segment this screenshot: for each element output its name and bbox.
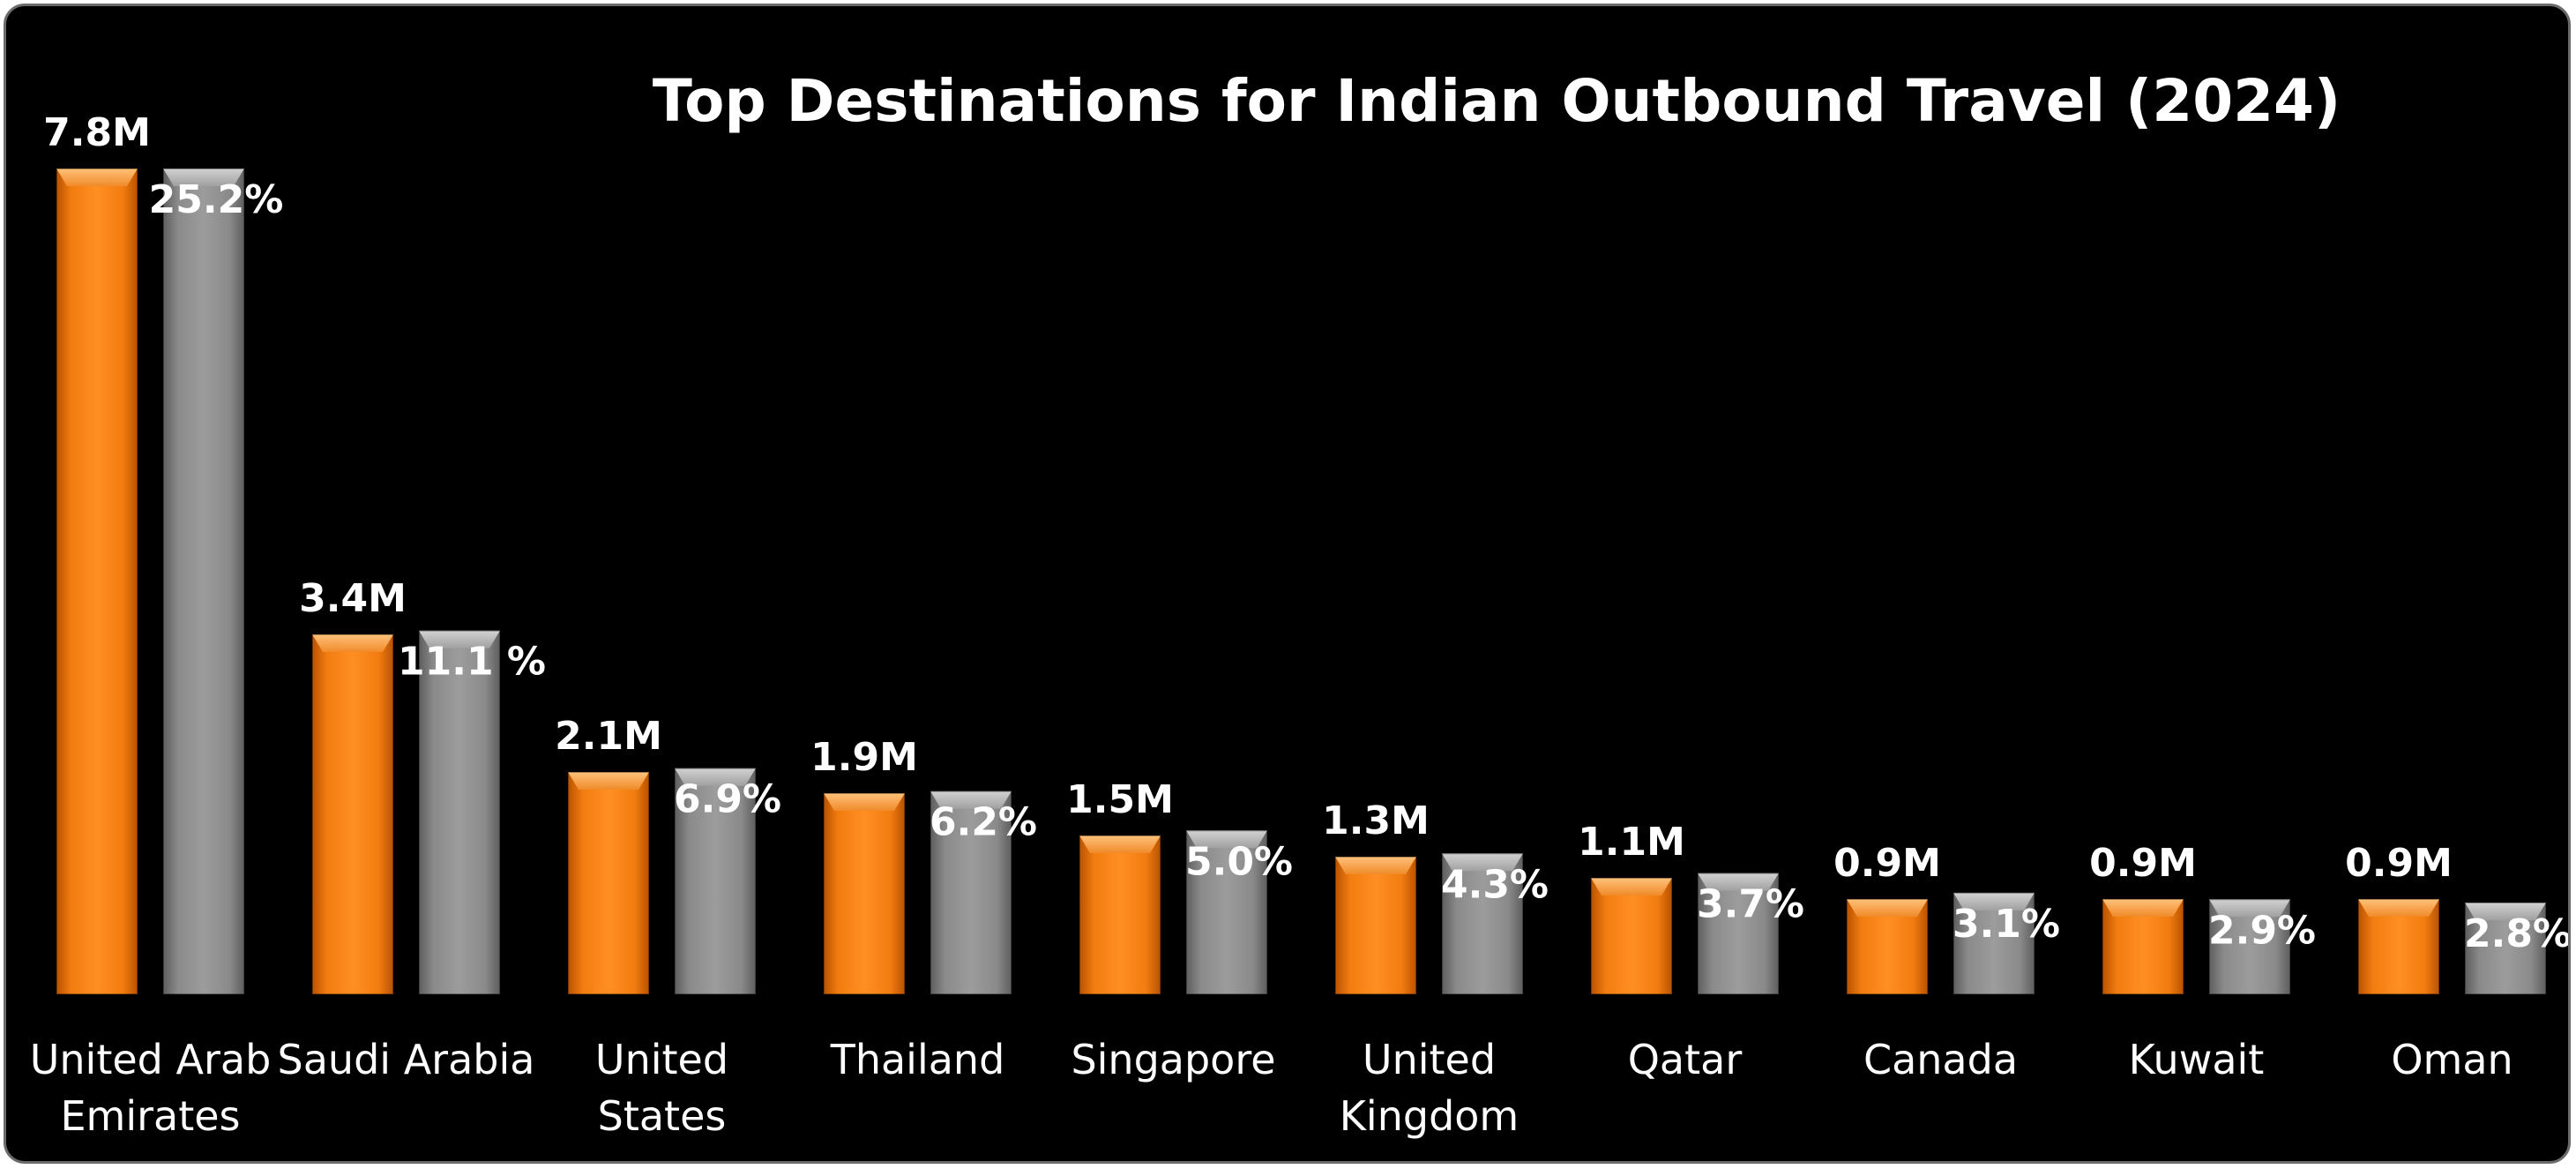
- share-bar: [418, 629, 501, 995]
- visitor-bar: [2357, 898, 2440, 995]
- visitor-value-label: 1.9M: [810, 735, 918, 780]
- share-value-label: 25.2%: [149, 177, 284, 222]
- visitor-bar: [1846, 898, 1929, 995]
- share-bar: [162, 168, 245, 995]
- chart-title: Top Destinations for Indian Outbound Tra…: [653, 67, 2341, 135]
- category-label: Canada: [1863, 1036, 2018, 1083]
- visitor-bar: [567, 771, 650, 995]
- share-value-label: 2.8%: [2464, 911, 2571, 956]
- category-label: United Arab: [30, 1036, 272, 1083]
- visitor-value-label: 2.1M: [555, 714, 662, 759]
- category-label: Emirates: [60, 1092, 240, 1140]
- share-value-label: 5.0%: [1185, 839, 1293, 884]
- category-label: Kuwait: [2129, 1036, 2265, 1083]
- category-label: Qatar: [1628, 1036, 1743, 1083]
- visitor-value-label: 1.5M: [1066, 777, 1174, 822]
- category-label: States: [598, 1092, 727, 1140]
- category-label: Saudi Arabia: [278, 1036, 535, 1083]
- visitor-bar: [56, 168, 138, 995]
- category-label: United: [595, 1036, 728, 1083]
- chart-frame: Top Destinations for Indian Outbound Tra…: [4, 4, 2571, 1164]
- share-value-label: 2.9%: [2208, 908, 2316, 953]
- share-bar: [1697, 872, 1780, 995]
- category-label: Kingdom: [1340, 1092, 1519, 1140]
- share-bar: [930, 790, 1012, 996]
- bar-chart: Top Destinations for Indian Outbound Tra…: [30, 67, 2571, 1140]
- share-value-label: 4.3%: [1441, 862, 1549, 907]
- category-label: Thailand: [830, 1036, 1005, 1083]
- visitor-value-label: 1.1M: [1578, 820, 1685, 865]
- share-bar: [1185, 829, 1268, 995]
- category-label: Oman: [2391, 1036, 2513, 1083]
- category-label: United: [1363, 1036, 1496, 1083]
- share-value-label: 6.2%: [930, 800, 1037, 845]
- share-bar: [674, 767, 757, 995]
- chart-marks: 7.8M 25.2% United Arab Emirates 3.4M 11.1 % Sa…: [30, 110, 2571, 1140]
- visitor-bar: [823, 792, 906, 995]
- share-bar: [1441, 852, 1524, 995]
- visitor-value-label: 0.9M: [2089, 841, 2197, 886]
- visitor-bar: [1590, 877, 1673, 995]
- visitor-value-label: 0.9M: [2345, 841, 2453, 886]
- visitor-bar: [311, 633, 394, 995]
- share-bar: [1953, 891, 2035, 995]
- share-bar: [2208, 898, 2291, 995]
- visitor-value-label: 7.8M: [43, 110, 151, 155]
- visitor-bar: [2102, 898, 2184, 995]
- visitor-value-label: 1.3M: [1322, 798, 1430, 843]
- share-value-label: 3.1%: [1953, 902, 2060, 947]
- share-value-label: 6.9%: [674, 777, 781, 822]
- share-value-label: 11.1 %: [398, 640, 546, 685]
- category-label: Singapore: [1071, 1036, 1275, 1083]
- share-value-label: 3.7%: [1697, 882, 1804, 927]
- visitor-value-label: 0.9M: [1833, 841, 1941, 886]
- visitor-bar: [1079, 835, 1161, 995]
- visitor-bar: [1334, 856, 1417, 995]
- visitor-value-label: 3.4M: [299, 576, 407, 621]
- share-bar: [2464, 902, 2547, 995]
